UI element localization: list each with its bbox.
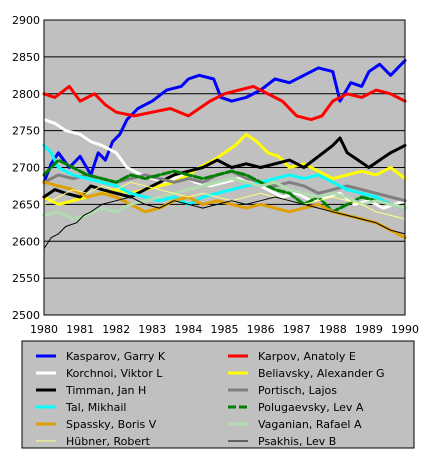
legend: Kasparov, Garry K Karpov, Anatoly E Korchn… bbox=[36, 350, 385, 448]
legend-label: Karpov, Anatoly E bbox=[258, 350, 356, 363]
y-tick-label: 2550 bbox=[12, 272, 40, 285]
y-tick-label: 2600 bbox=[12, 235, 40, 248]
series-line bbox=[42, 177, 407, 221]
legend-label: Hübner, Robert bbox=[66, 435, 151, 448]
legend-label: Kasparov, Garry K bbox=[66, 350, 166, 363]
y-tick-label: 2700 bbox=[12, 162, 40, 175]
legend-label: Psakhis, Lev B bbox=[258, 435, 336, 448]
legend-label: Tal, Mikhail bbox=[65, 401, 126, 414]
x-tick-label: 1987 bbox=[283, 323, 311, 336]
legend-box bbox=[21, 340, 415, 449]
series-line bbox=[42, 84, 407, 122]
series-line bbox=[42, 143, 407, 210]
legend-label: Timman, Jan H bbox=[65, 384, 146, 397]
x-axis-tick-labels: 1980 1981 1982 1983 1984 1985 1986 1987 1988 1989… bbox=[30, 323, 419, 336]
x-tick-label: 1982 bbox=[102, 323, 130, 336]
x-tick-label: 1986 bbox=[247, 323, 275, 336]
legend-label: Spassky, Boris V bbox=[66, 418, 157, 431]
x-tick-label: 1985 bbox=[211, 323, 239, 336]
series-line bbox=[42, 118, 407, 210]
y-tick-label: 2800 bbox=[12, 88, 40, 101]
plot-border bbox=[43, 19, 406, 316]
series-line bbox=[42, 158, 407, 214]
legend-label: Portisch, Lajos bbox=[258, 384, 337, 397]
y-tick-label: 2650 bbox=[12, 198, 40, 211]
y-tick-label: 2500 bbox=[12, 309, 40, 322]
series-line bbox=[42, 136, 407, 199]
y-tick-label: 2750 bbox=[12, 125, 40, 138]
series-line bbox=[43, 181, 406, 220]
x-tick-label: 1980 bbox=[30, 323, 58, 336]
x-tick-label: 1983 bbox=[138, 323, 166, 336]
legend-label: Beliavsky, Alexander G bbox=[258, 367, 385, 380]
x-tick-label: 1984 bbox=[174, 323, 202, 336]
x-tick-label: 1990 bbox=[391, 323, 419, 336]
x-tick-label: 1989 bbox=[355, 323, 383, 336]
legend-label: Polugaevsky, Lev A bbox=[258, 401, 364, 414]
y-axis-tick-labels: 2500 2550 2600 2650 2700 2750 2800 2850 2900 bbox=[12, 14, 40, 322]
legend-label: Vaganian, Rafael A bbox=[258, 418, 362, 431]
x-tick-label: 1988 bbox=[319, 323, 347, 336]
series-line bbox=[42, 59, 407, 184]
x-tick-label: 1981 bbox=[66, 323, 94, 336]
y-tick-label: 2900 bbox=[12, 14, 40, 27]
y-tick-label: 2850 bbox=[12, 51, 40, 64]
series-line bbox=[43, 196, 406, 250]
series-lines bbox=[42, 59, 407, 250]
legend-label: Korchnoi, Viktor L bbox=[66, 367, 163, 380]
